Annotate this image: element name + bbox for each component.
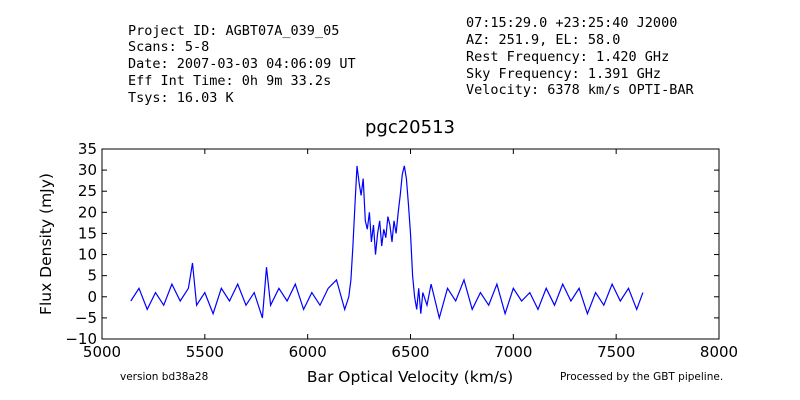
y-tick-label: 5: [87, 267, 97, 285]
y-tick-label: 15: [78, 224, 97, 242]
y-tick-label: 25: [78, 182, 97, 200]
header-left-line: Date: 2007-03-03 04:06:09 UT: [128, 56, 356, 72]
pipeline-text: Processed by the GBT pipeline.: [560, 371, 723, 383]
header-right-line: Rest Frequency: 1.420 GHz: [466, 49, 669, 65]
observation-info-left: Project ID: AGBT07A_039_05 Scans: 5-8 Da…: [128, 23, 356, 106]
header-left-line: Tsys: 16.03 K: [128, 90, 235, 106]
x-tick-label: 6500: [391, 343, 429, 361]
chart-title: pgc20513: [365, 117, 455, 138]
header-left-line: Project ID: AGBT07A_039_05: [128, 23, 339, 39]
y-tick-label: 30: [78, 161, 97, 179]
x-tick-label: 5500: [186, 343, 224, 361]
x-tick-label: 7500: [597, 343, 635, 361]
header-right-line: 07:15:29.0 +23:25:40 J2000: [466, 15, 677, 31]
header-right-line: AZ: 251.9, EL: 58.0: [466, 32, 620, 48]
y-tick-label: 35: [78, 140, 97, 158]
version-text: version bd38a28: [120, 371, 208, 383]
y-tick-label: −10: [65, 330, 97, 348]
series-line: [130, 165, 644, 321]
series-layer: [130, 165, 644, 321]
header-right-line: Sky Frequency: 1.391 GHz: [466, 66, 661, 82]
header-left-line: Eff Int Time: 0h 9m 33.2s: [128, 73, 331, 89]
x-tick-label: 8000: [700, 343, 738, 361]
y-tick-label: −5: [75, 309, 97, 327]
x-tick-label: 7000: [494, 343, 532, 361]
header-right-line: Velocity: 6378 km/s OPTI-BAR: [466, 82, 694, 98]
observation-info-right: 07:15:29.0 +23:25:40 J2000 AZ: 251.9, EL…: [466, 15, 694, 98]
y-axis-label: Flux Density (mJy): [37, 173, 55, 315]
x-tick-label: 6000: [289, 343, 327, 361]
y-tick-label: 20: [78, 203, 97, 221]
header-left-line: Scans: 5-8: [128, 39, 209, 55]
y-tick-label: 10: [78, 246, 97, 264]
y-tick-label: 0: [87, 288, 97, 306]
ticks-layer: 5000 5500 6000 6500 7000 7500 8000 −10 −5 0 5 10 15 2…: [65, 140, 738, 361]
x-tick-label: 5000: [83, 343, 121, 361]
x-axis-label: Bar Optical Velocity (km/s): [307, 368, 513, 386]
